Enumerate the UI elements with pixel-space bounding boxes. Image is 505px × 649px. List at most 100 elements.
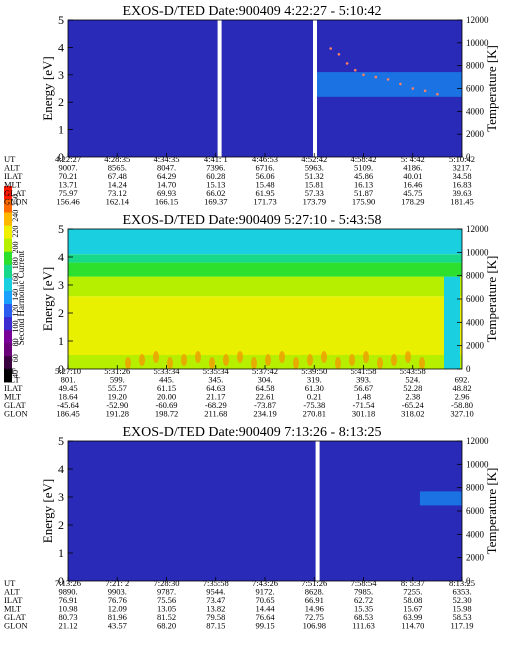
spectrogram-feature: [153, 351, 159, 363]
table-cell: 66.02: [206, 188, 225, 198]
panel-1: EXOS-D/TED Date:900409 4:22:27 - 5:10:42…: [4, 4, 499, 207]
temperature-point: [411, 87, 415, 90]
colorbar-segment: [4, 303, 12, 318]
table-cell: 19.20: [108, 392, 127, 402]
spectrogram-feature: [363, 351, 369, 363]
table-cell: 0.21: [307, 392, 322, 402]
table-cell: 14.70: [157, 180, 176, 190]
table-cell: 22.61: [255, 392, 274, 402]
y-tick-label: 1: [58, 546, 64, 560]
spectrogram-feature: [195, 351, 201, 363]
table-cell: 99.15: [255, 621, 274, 631]
table-cell: 4:34:35: [154, 154, 180, 164]
table-cell: 64.29: [157, 171, 176, 181]
colorbar-tick-label: 80: [11, 338, 20, 346]
colorbar-segment: [4, 368, 12, 383]
table-cell: 7:35:58: [203, 578, 229, 588]
table-cell: 4186.: [403, 163, 422, 173]
table-cell: 5:41:58: [351, 366, 377, 376]
table-cell: 6353.: [452, 587, 471, 597]
table-cell: 16.83: [452, 180, 471, 190]
table-cell: 15.98: [452, 604, 471, 614]
table-cell: 173.79: [303, 197, 326, 207]
table-cell: 4:22:27: [55, 154, 81, 164]
y-tick-label: 3: [58, 490, 64, 504]
colorbar-tick-label: 120: [11, 305, 20, 317]
table-cell: 39.63: [452, 188, 471, 198]
table-cell: 79.58: [206, 612, 225, 622]
table-cell: 8565.: [108, 163, 127, 173]
y2-tick-label: 2000: [466, 129, 485, 139]
spectrogram-feature: [419, 357, 425, 369]
colorbar-tick-label: 250: [11, 194, 20, 206]
spectrogram-feature: [139, 354, 145, 366]
y2-tick-label: 8000: [466, 271, 485, 281]
temperature-point: [386, 78, 390, 81]
table-cell: 87.15: [206, 621, 225, 631]
table-cell: 6716.: [255, 163, 274, 173]
y2-tick-label: 6000: [466, 294, 485, 304]
y2-tick-label: 10000: [466, 38, 489, 48]
table-cell: 75.56: [157, 595, 176, 605]
colorbar-segment: [4, 238, 12, 252]
table-cell: 16.46: [403, 180, 422, 190]
y2-tick-label: 0: [466, 576, 471, 586]
spectrogram-feature: [237, 351, 243, 363]
table-cell: 13.71: [58, 180, 77, 190]
row-label: GLON: [4, 197, 28, 207]
table-cell: 34.58: [452, 171, 471, 181]
colorbar-segment: [4, 199, 12, 213]
table-cell: 5:10:42: [449, 154, 475, 164]
table-cell: 8047.: [157, 163, 176, 173]
table-cell: 81.96: [108, 612, 127, 622]
y2-tick-label: 8000: [466, 61, 485, 71]
table-cell: -71.54: [353, 400, 376, 410]
table-cell: 114.70: [401, 621, 424, 631]
y-tick-label: 4: [58, 250, 64, 264]
colorbar-tick-label: 60: [11, 354, 20, 362]
table-cell: 3217.: [452, 163, 471, 173]
row-label: ILAT: [4, 383, 23, 393]
table-cell: 70.21: [58, 171, 77, 181]
row-label: GLAT: [4, 188, 27, 198]
table-cell: 73.12: [108, 188, 127, 198]
row-label: UT: [4, 154, 16, 164]
y-tick-label: 4: [58, 40, 64, 54]
table-cell: 21.17: [206, 392, 225, 402]
y-tick-label: 2: [58, 95, 64, 109]
table-cell: 166.15: [155, 197, 178, 207]
y2-tick-label: 4000: [466, 317, 485, 327]
row-label: GLAT: [4, 612, 27, 622]
table-cell: 319.: [307, 375, 322, 385]
table-cell: 106.98: [303, 621, 326, 631]
table-cell: 12.09: [108, 604, 127, 614]
table-cell: 211.68: [204, 409, 227, 419]
table-cell: 5963.: [305, 163, 324, 173]
table-cell: -68.29: [205, 400, 227, 410]
table-cell: 7:58:54: [351, 578, 378, 588]
y-tick-label: 5: [58, 222, 64, 236]
table-cell: 75.97: [58, 188, 77, 198]
table-cell: 9903.: [108, 587, 127, 597]
y-tick-label: 4: [58, 462, 64, 476]
table-cell: 156.46: [56, 197, 79, 207]
y-tick-label: 2: [58, 306, 64, 320]
data-gap: [217, 20, 222, 157]
colorbar-segment: [4, 355, 12, 370]
panel-2-title: EXOS-D/TED Date:900409 5:27:10 - 5:43:58: [123, 213, 382, 228]
row-label: GLON: [4, 409, 28, 419]
colorbar-tick-label: 140: [11, 289, 20, 301]
colorbar-label: Second Harmonic Current: [16, 250, 26, 345]
colorbar-tick-label: 240: [11, 210, 20, 222]
table-cell: 171.73: [253, 197, 276, 207]
table-cell: -60.69: [156, 400, 178, 410]
table-cell: 14.44: [255, 604, 275, 614]
temperature-point: [337, 53, 341, 56]
table-cell: 5:33:34: [154, 366, 181, 376]
temperature-point: [354, 68, 357, 72]
colorbar-tick-label: 100: [11, 321, 20, 333]
table-cell: 61.95: [255, 188, 274, 198]
table-cell: 7:13:26: [55, 578, 81, 588]
table-cell: 5:31:26: [104, 366, 130, 376]
table-cell: 327.10: [450, 409, 473, 419]
